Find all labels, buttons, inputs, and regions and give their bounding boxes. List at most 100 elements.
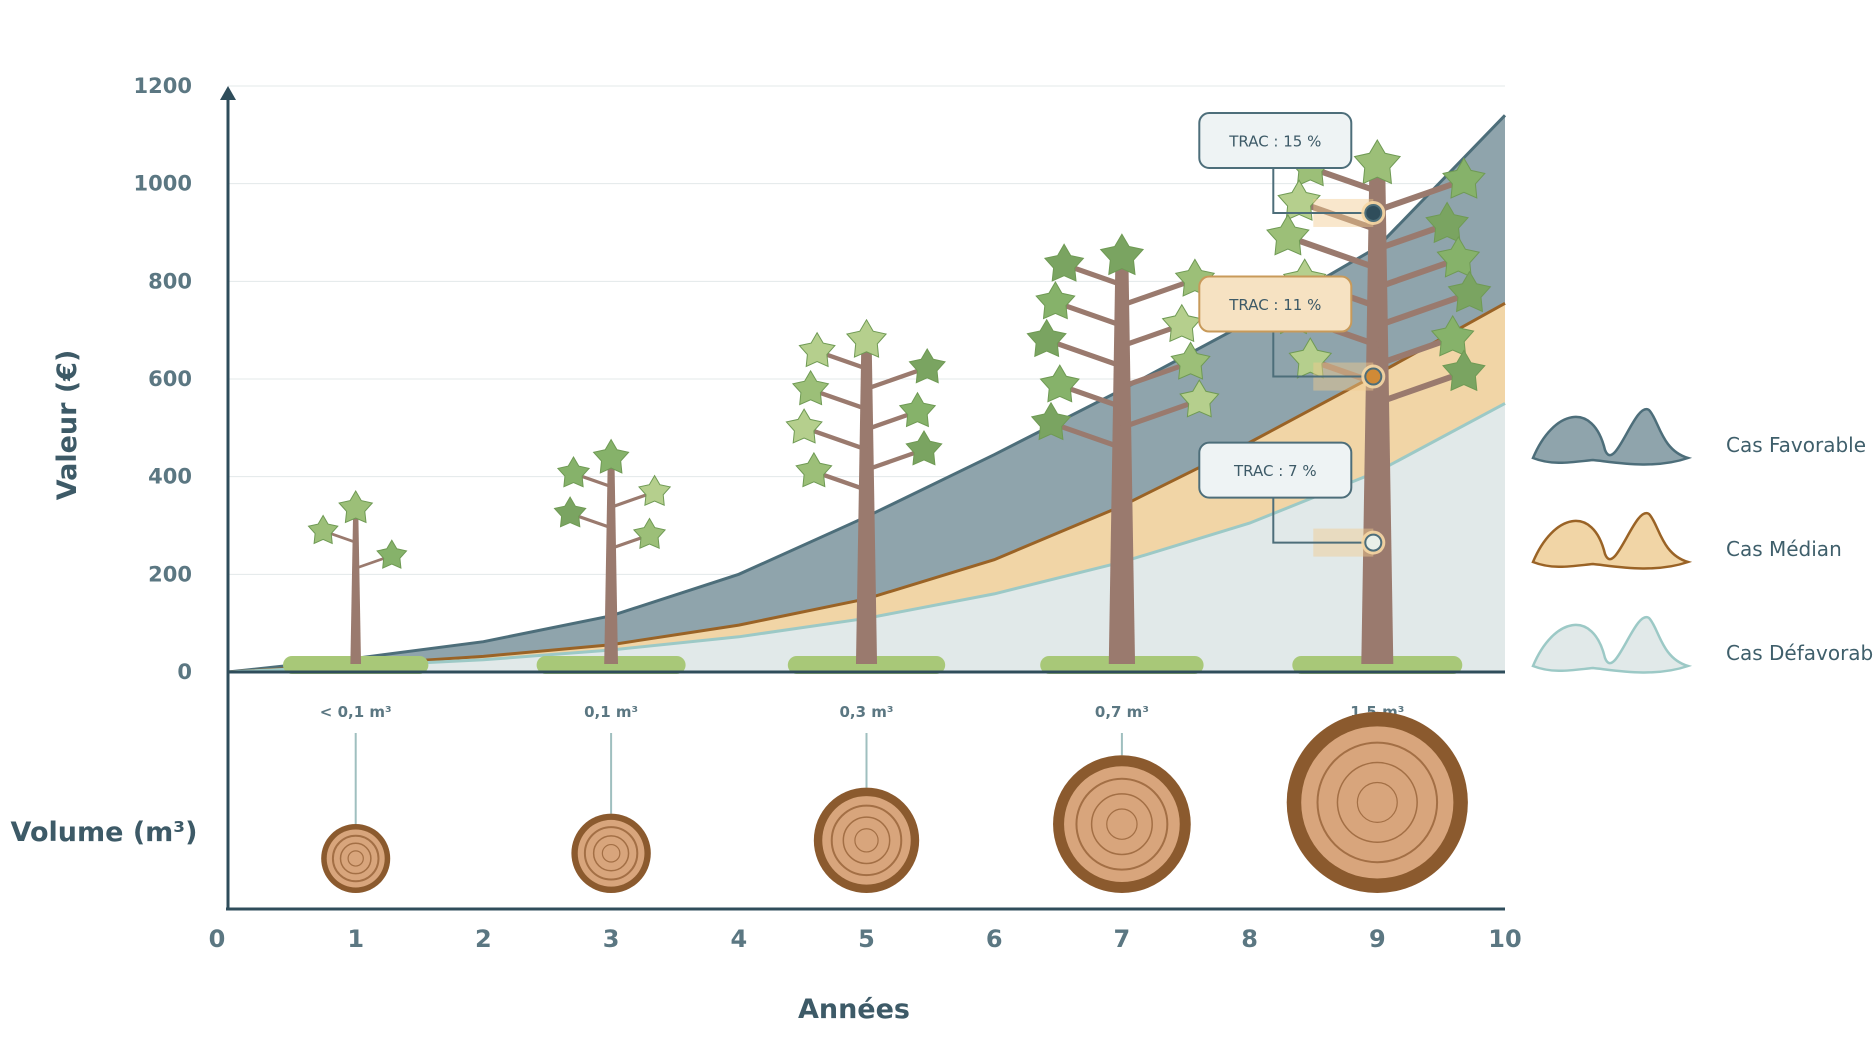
tree-branch [801,425,869,452]
leaf-icon [338,490,374,524]
leaf-icon [845,318,888,358]
x-tick-label: 7 [1114,925,1131,953]
trac-connector [1272,331,1374,378]
log-ring [1090,793,1153,856]
leaf-icon [553,496,587,528]
volume-layer: < 0,1 m³0,1 m³0,3 m³0,7 m³1,5 m³ [320,703,1468,894]
log-wood [822,796,911,885]
ground-pad [787,656,946,674]
leaf-icon [1039,364,1080,403]
tree-branch [1048,420,1125,451]
x-axis-title: Années [798,994,910,1025]
log-ring [601,843,621,863]
trac-box [1198,111,1353,169]
leaf-icon [1043,243,1085,282]
leaf-icon [638,474,672,506]
log-ring [1316,741,1439,864]
trac-label: TRAC : 11 % [1228,296,1321,314]
leaf-icon [1266,213,1310,256]
log-ring [583,826,639,881]
leaf-icon [307,514,339,545]
x-tick-label: 6 [986,925,1003,953]
log-ring [339,842,372,875]
leaf-icon [1442,157,1486,199]
trac-box [1198,275,1353,333]
leaf-icon [1436,236,1481,278]
log-ring [1336,761,1418,844]
y-axis-arrow-icon [220,86,236,100]
legend-swatch-icon [1531,407,1693,466]
leaf-icon [1447,270,1492,313]
leaf-icon [632,517,667,550]
x-tick-label: 1 [347,925,364,953]
trac-point [1364,533,1383,552]
tick-labels-layer: 0 200 400 600 800 1000 1200 0 1 2 3 4 5 6 7 8 9 10 [134,74,1522,953]
leaf-icon [1353,139,1402,185]
tree-branch [1374,177,1467,214]
log-wood [1301,726,1454,879]
tree-branch [1119,277,1198,308]
y-tick-label: 400 [148,465,192,489]
x-tick-label: 9 [1369,925,1386,953]
trac-label: TRAC : 7 % [1233,462,1317,480]
x-tick-label: 2 [475,925,492,953]
x-tick-label: 3 [603,925,620,953]
x-tick-label: 0 [209,925,226,953]
log-ring [854,828,879,853]
log-wood [1064,766,1180,882]
leaf-icon [1035,280,1076,320]
series-area [228,403,1505,672]
tree-branch [1374,334,1456,368]
log-wood [326,829,385,888]
x-tick-label: 4 [730,925,747,953]
y-tick-label: 1200 [134,74,192,98]
y-tick-label: 0 [177,660,192,684]
leaf-icon [908,348,946,384]
trac-point [1364,367,1383,386]
y-tick-label: 1000 [134,172,192,196]
leaf-icon [1030,401,1072,441]
legend-swatch-icon [1531,615,1693,674]
legend-swatch-icon [1531,511,1693,570]
leaf-icon [1026,318,1067,358]
leaf-icon [1430,314,1475,357]
log-ring [1356,781,1398,823]
y-axis-title: Valeur (€) [52,350,83,501]
ground-pad [1292,656,1463,674]
ground-pad [1040,656,1204,674]
leaf-icon [1161,303,1203,343]
trac-point [1364,203,1383,222]
trac-label: TRAC : 15 % [1228,132,1321,150]
leaf-icon [785,408,823,444]
leaf-icon [1170,341,1211,380]
leaf-icon [905,430,943,466]
legend-layer: Cas Favorable Cas Médian Cas Défavorable [1531,407,1875,674]
log-ring [1106,808,1138,840]
volume-label: < 0,1 m³ [320,703,392,721]
legend-label: Cas Favorable [1726,433,1866,457]
leaf-icon [1179,379,1220,418]
leaf-icon [1442,349,1486,392]
tree-branch [1374,369,1467,406]
trac-connector [1272,167,1374,214]
y-tick-label: 600 [148,367,192,391]
tree-branch [1119,360,1194,390]
leaf-icon [898,391,937,428]
tree-trunk [604,466,618,664]
y-tick-label: 800 [148,269,192,293]
leaf-icon [376,539,408,569]
y-tick-label: 200 [148,562,192,586]
volume-label: 0,7 m³ [1095,703,1149,721]
ground-pad [283,656,429,674]
log-ring [592,835,630,872]
volume-axis-title: Volume (m³) [11,817,198,848]
leaf-icon [795,451,833,488]
tree-branch [1044,337,1125,369]
tree-branch [1374,290,1473,329]
tree-branch [1374,256,1462,291]
tree-branch [1284,233,1381,272]
trees-layer [283,139,1492,674]
leaf-icon [1277,179,1321,221]
